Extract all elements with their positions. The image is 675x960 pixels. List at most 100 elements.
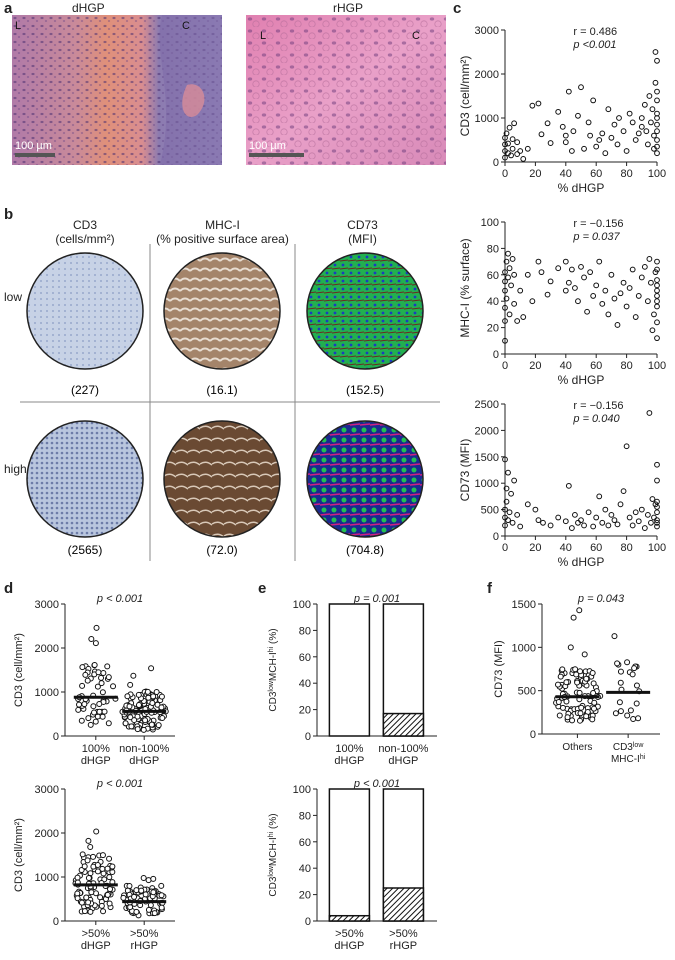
data-point [142,891,149,898]
data-point [646,93,653,99]
data-point [511,300,518,307]
data-point [654,477,660,484]
data-point [563,679,570,686]
data-point [547,140,554,146]
data-point [81,863,88,870]
tma-col-title: MHC-I [205,218,240,232]
data-point [611,295,618,302]
data-point [557,673,564,680]
data-point [576,689,583,696]
category-label: 100% [82,743,110,755]
data-point [79,851,86,858]
y-tick-label: 0 [530,729,536,741]
data-point [581,522,587,529]
y-tick-label: 1500 [512,599,536,611]
data-point [651,132,657,139]
data-point [520,314,527,320]
data-point [511,477,518,484]
correlation-r: r = 0.486 [573,26,617,38]
data-point [158,882,165,889]
bar-value [382,887,425,922]
data-point [623,148,630,154]
data-point [85,899,92,906]
data-point [517,287,524,294]
data-point [654,110,660,117]
category-label: rHGP [390,940,418,952]
data-point [654,88,660,95]
data-point [98,680,105,687]
data-point [574,679,581,686]
data-point [502,287,508,294]
y-tick-label: 20 [487,323,499,335]
data-point [654,298,660,305]
histology-c-marker: C [182,20,190,32]
data-point [620,128,627,135]
data-point [524,501,531,508]
tma-col-subtitle: (MFI) [348,232,377,246]
data-point [555,108,562,115]
data-point [605,522,612,529]
data-point [135,701,142,708]
data-point [547,522,554,529]
data-point [532,506,539,513]
data-point [629,671,636,678]
data-point [638,115,645,121]
y-tick-label: 0 [53,916,59,928]
data-point [578,263,584,270]
data-point [654,519,660,526]
data-point [632,314,639,320]
category-label: dHGP [334,755,364,767]
data-point [150,875,157,882]
panel-letter-c: c [453,0,462,17]
data-point [538,269,545,276]
data-point [79,664,86,671]
data-point [535,517,542,524]
category-label: >50% [389,928,418,940]
x-axis-label: % dHGP [558,555,605,569]
data-point [140,726,147,733]
data-point [633,700,640,707]
data-point [570,128,577,135]
y-tick-label: 0 [493,349,499,361]
data-point [587,132,594,139]
data-point [133,908,140,915]
data-point [576,717,583,724]
data-point [94,683,101,690]
correlation-p: p = 0.037 [572,231,620,243]
data-point [611,517,618,524]
y-tick-label: 20 [299,890,311,902]
data-point [632,137,639,143]
data-point [565,279,572,286]
data-point [562,258,569,265]
data-point [502,506,508,513]
data-point [140,874,147,881]
data-point [654,461,660,468]
data-point [508,490,514,497]
chart-c3: 0 500 1000 1500 2000 2500 0 20 40 60 80 100 % dHGP CD… [458,399,666,569]
data-point [91,661,98,668]
data-point [78,717,85,724]
data-point [517,148,524,154]
data-point [506,509,513,516]
data-point [651,514,657,521]
x-axis-label: % dHGP [558,181,605,195]
data-point [540,519,546,526]
data-point [159,715,166,722]
data-point [96,708,103,715]
data-point [81,701,88,708]
data-point [99,852,106,859]
x-tick-label: 0 [502,542,508,554]
x-tick-label: 40 [560,168,572,180]
y-tick-label: 500 [518,686,536,698]
y-tick-label: 60 [487,270,499,282]
correlation-p: p = 0.040 [572,413,620,425]
chart-c2: 0 20 40 60 80 100 0 20 40 60 80 100 % dHGP MHC-I (% s… [458,217,666,387]
x-tick-label: 80 [620,168,632,180]
data-point [126,703,133,710]
data-point [617,708,624,715]
data-point [110,683,117,690]
data-point [502,278,508,285]
data-point [624,659,631,666]
data-point [94,861,101,868]
data-point [587,269,594,276]
